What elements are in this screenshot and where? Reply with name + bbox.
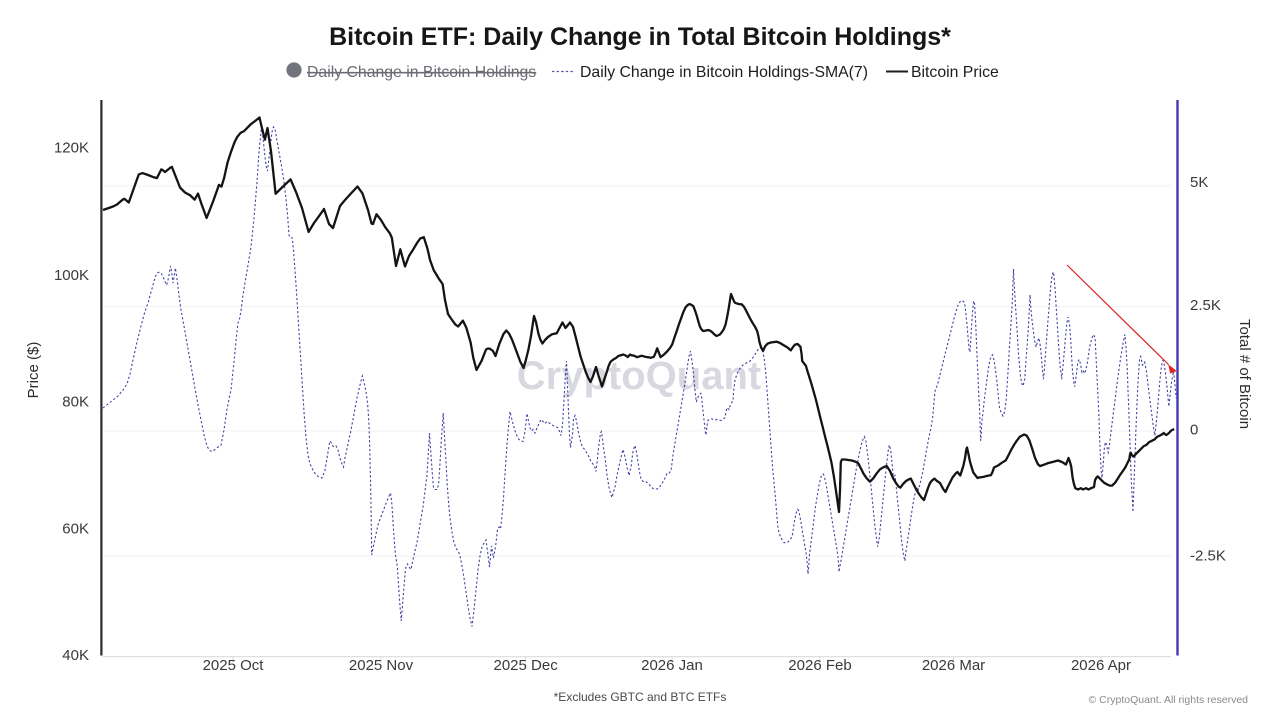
svg-text:2026 Feb: 2026 Feb xyxy=(788,657,851,674)
svg-text:2026 Mar: 2026 Mar xyxy=(922,657,985,674)
svg-text:0: 0 xyxy=(1190,422,1198,439)
svg-text:60K: 60K xyxy=(62,521,89,538)
svg-text:Bitcoin ETF: Daily Change in T: Bitcoin ETF: Daily Change in Total Bitco… xyxy=(329,23,951,51)
svg-text:-2.5K: -2.5K xyxy=(1190,548,1226,565)
svg-text:40K: 40K xyxy=(62,647,89,664)
svg-text:Daily Change in Bitcoin Holdin: Daily Change in Bitcoin Holdings-SMA(7) xyxy=(580,64,868,81)
svg-text:Price ($): Price ($) xyxy=(25,342,42,399)
svg-text:2026 Jan: 2026 Jan xyxy=(641,657,703,674)
svg-text:© CryptoQuant. All rights rese: © CryptoQuant. All rights reserved xyxy=(1089,694,1249,706)
svg-text:CryptoQuant: CryptoQuant xyxy=(517,354,761,398)
svg-text:2026 Apr: 2026 Apr xyxy=(1071,657,1131,674)
svg-text:80K: 80K xyxy=(62,394,89,411)
svg-text:Total # of Bitcoin: Total # of Bitcoin xyxy=(1236,319,1253,429)
svg-text:2025 Nov: 2025 Nov xyxy=(349,657,414,674)
svg-text:5K: 5K xyxy=(1190,174,1208,191)
svg-text:120K: 120K xyxy=(54,140,89,157)
svg-text:2.5K: 2.5K xyxy=(1190,297,1221,314)
svg-text:2025 Dec: 2025 Dec xyxy=(493,657,558,674)
svg-text:Daily Change in Bitcoin Holdin: Daily Change in Bitcoin Holdings xyxy=(307,64,536,81)
svg-text:100K: 100K xyxy=(54,267,89,284)
svg-text:2025 Oct: 2025 Oct xyxy=(203,657,265,674)
svg-text:Bitcoin Price: Bitcoin Price xyxy=(911,64,999,81)
svg-text:*Excludes GBTC and BTC ETFs: *Excludes GBTC and BTC ETFs xyxy=(554,690,727,704)
